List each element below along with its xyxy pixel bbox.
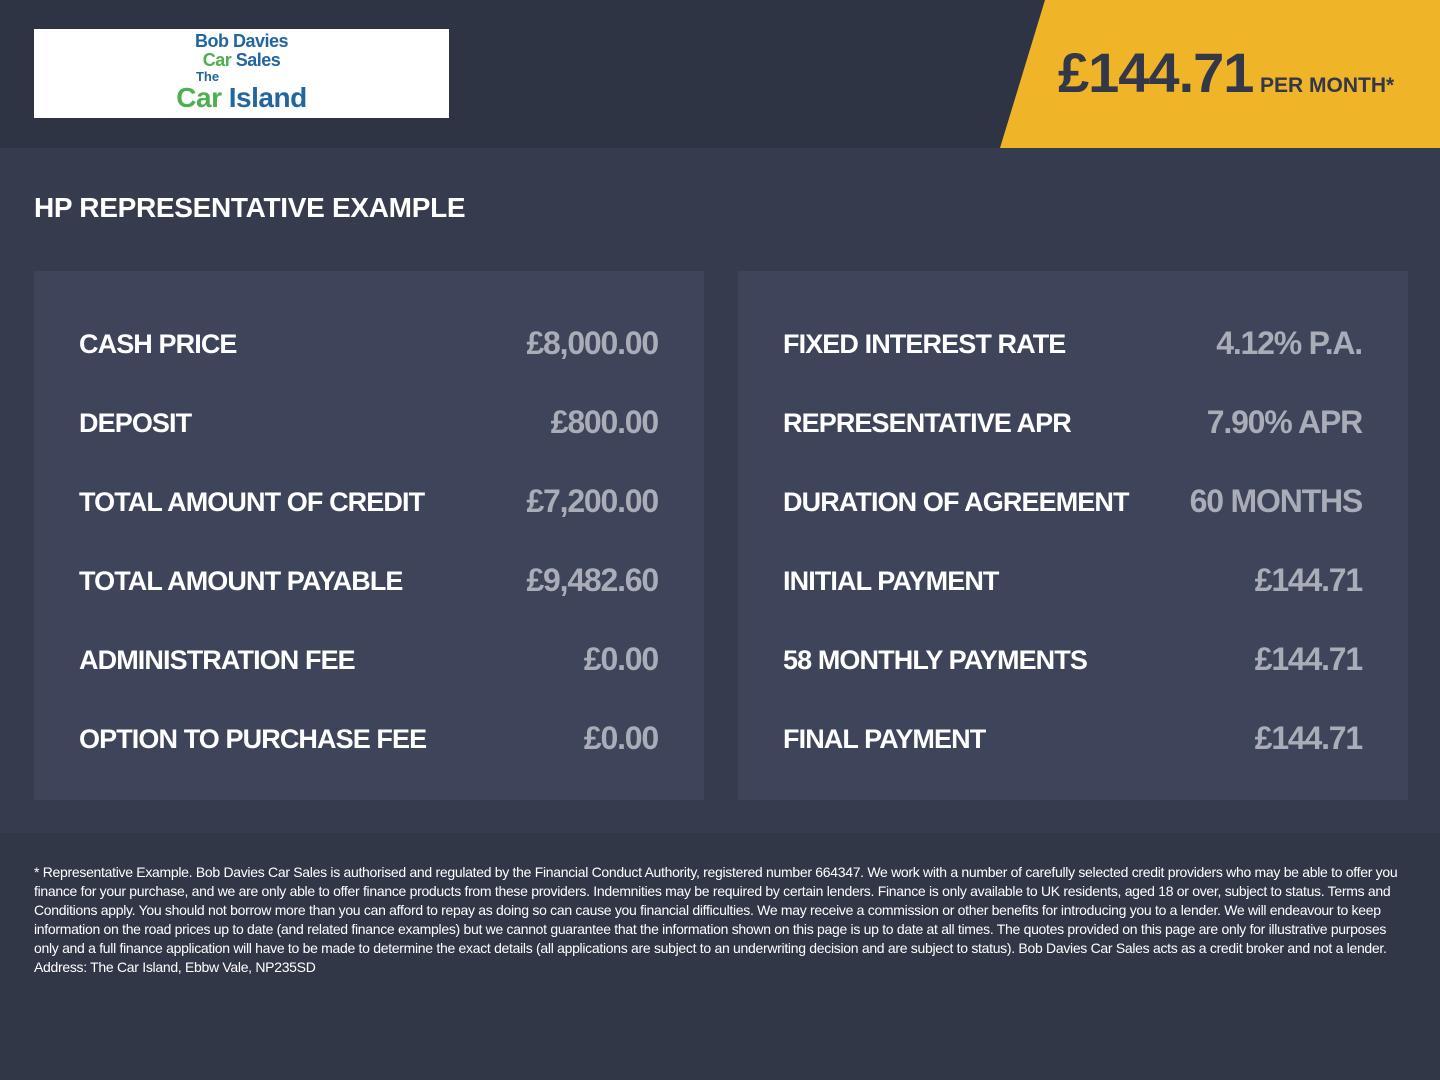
row-value: 7.90% APR <box>1206 404 1363 440</box>
row-value: 60 MONTHS <box>1189 483 1364 519</box>
row-value: £144.71 <box>1254 641 1363 677</box>
disclaimer-line: able to offer you finance for your purch… <box>34 864 1398 899</box>
finance-row: CASH PRICE £8,000.00 <box>79 325 659 369</box>
row-label: DEPOSIT <box>79 408 192 438</box>
row-label: FINAL PAYMENT <box>783 724 986 754</box>
finance-row: TOTAL AMOUNT PAYABLE £9,482.60 <box>79 562 659 606</box>
finance-row: REPRESENTATIVE APR 7.90% APR <box>783 404 1363 448</box>
finance-row: DEPOSIT £800.00 <box>79 404 659 448</box>
row-label: TOTAL AMOUNT PAYABLE <box>79 566 403 596</box>
row-label: TOTAL AMOUNT OF CREDIT <box>79 487 425 517</box>
finance-row: 58 MONTHLY PAYMENTS £144.71 <box>783 641 1363 685</box>
row-value: £144.71 <box>1254 720 1363 756</box>
disclaimer-line: * Representative Example. Bob Davies Car… <box>34 864 1299 880</box>
row-label: FIXED INTEREST RATE <box>783 329 1066 359</box>
row-value: 4.12% P.A. <box>1216 325 1363 361</box>
logo-line: Bob Davies <box>194 31 289 51</box>
row-label: OPTION TO PURCHASE FEE <box>79 724 427 754</box>
finance-row: FIXED INTEREST RATE 4.12% P.A. <box>783 325 1363 369</box>
row-value: £0.00 <box>583 720 659 756</box>
finance-row: DURATION OF AGREEMENT 60 MONTHS <box>783 483 1363 527</box>
disclaimer-text: * Representative Example. Bob Davies Car… <box>34 863 1414 977</box>
row-value: £800.00 <box>550 404 659 440</box>
finance-row: TOTAL AMOUNT OF CREDIT £7,200.00 <box>79 483 659 527</box>
row-label: DURATION OF AGREEMENT <box>783 487 1129 517</box>
company-logo[interactable]: Bob Davies Car Sales The Car Island <box>34 29 449 118</box>
row-value: £9,482.60 <box>526 562 659 598</box>
row-value: £8,000.00 <box>526 325 659 361</box>
row-label: REPRESENTATIVE APR <box>783 408 1072 438</box>
monthly-price: £144.71 <box>1058 41 1254 104</box>
row-value: £144.71 <box>1254 562 1363 598</box>
disclaimer-line: for introducing you to a lender. We will… <box>34 902 1381 937</box>
page-title: HP REPRESENTATIVE EXAMPLE <box>34 192 466 223</box>
monthly-price-banner: £144.71 PER MONTH* <box>1000 0 1440 148</box>
row-value: £7,200.00 <box>526 483 659 519</box>
finance-row: INITIAL PAYMENT £144.71 <box>783 562 1363 606</box>
row-label: ADMINISTRATION FEE <box>79 645 356 675</box>
left-finance-panel: CASH PRICE £8,000.00 DEPOSIT £800.00 TOTAL A… <box>34 271 704 800</box>
row-label: 58 MONTHLY PAYMENTS <box>783 645 1088 675</box>
row-label: INITIAL PAYMENT <box>783 566 999 596</box>
per-month-label: PER MONTH* <box>1260 74 1395 97</box>
row-value: £0.00 <box>583 641 659 677</box>
finance-row: OPTION TO PURCHASE FEE £0.00 <box>79 720 659 764</box>
logo-line: Car Island <box>176 82 307 113</box>
logo-line: The <box>195 69 220 84</box>
logo-line: Car Sales <box>202 50 281 70</box>
finance-row: ADMINISTRATION FEE £0.00 <box>79 641 659 685</box>
disclaimer-line: underwriting decision and are subject to… <box>34 940 1387 975</box>
right-finance-panel: FIXED INTEREST RATE 4.12% P.A. REPRESENTAT… <box>738 271 1408 800</box>
disclaimer-line: 18 or over, subject to status. Terms and… <box>34 883 1391 918</box>
row-label: CASH PRICE <box>79 329 237 359</box>
finance-row: FINAL PAYMENT £144.71 <box>783 720 1363 764</box>
disclaimer-line: at all times. The quotes provided on thi… <box>34 921 1387 956</box>
header-bar: Bob Davies Car Sales The Car Island £144… <box>0 0 1440 148</box>
disclaimer-footer: * Representative Example. Bob Davies Car… <box>0 833 1440 1080</box>
